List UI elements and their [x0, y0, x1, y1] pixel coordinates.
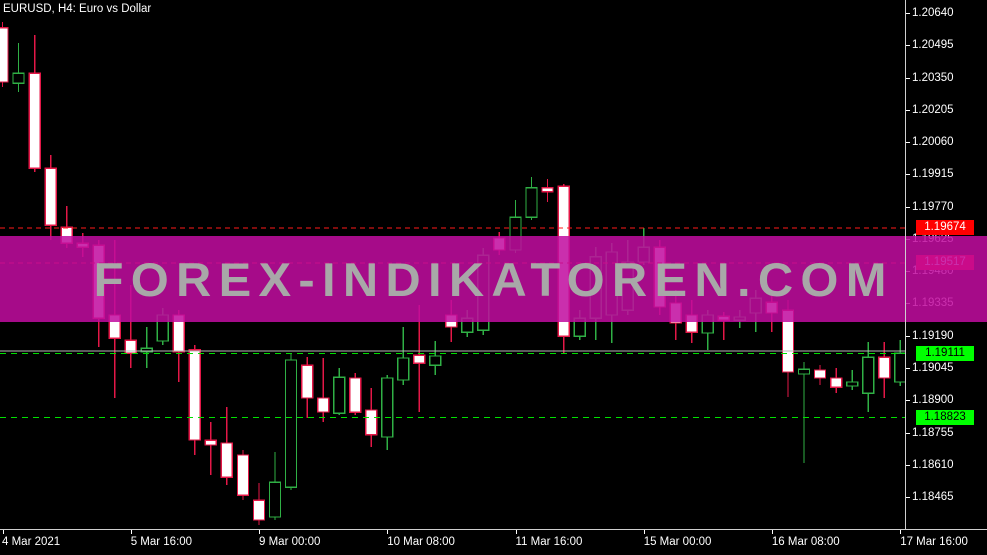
candle	[220, 407, 234, 485]
price-axis-label: 1.19915	[912, 168, 954, 181]
candle	[381, 375, 394, 451]
time-axis-label: 4 Mar 2021	[2, 536, 61, 548]
candle	[188, 345, 202, 455]
time-axis-label: 10 Mar 08:00	[387, 536, 455, 548]
price-axis-label: 1.20495	[912, 39, 954, 52]
candle	[413, 305, 426, 412]
candle	[268, 452, 282, 520]
time-tick	[900, 530, 902, 534]
watermark-banner: FOREX-INDIKATOREN.COM	[0, 236, 987, 322]
time-tick	[2, 530, 4, 534]
candle	[28, 35, 41, 173]
price-tick	[905, 45, 910, 47]
time-tick	[771, 530, 773, 534]
price-tick	[905, 174, 910, 176]
watermark-text: FOREX-INDIKATOREN.COM	[93, 252, 894, 306]
time-tick	[515, 530, 517, 534]
price-axis-label: 1.19045	[912, 361, 954, 374]
time-axis[interactable]: 4 Mar 2021 5 Mar 16:00 9 Mar 00:00 10 Mar 0…	[0, 529, 987, 555]
indicator-lines-canvas	[0, 227, 905, 418]
price-axis-label: 1.18610	[912, 458, 954, 471]
price-axis-label: 1.19770	[912, 200, 954, 213]
candle	[365, 388, 378, 447]
candle	[397, 327, 410, 386]
time-axis-label: 17 Mar 16:00	[900, 536, 968, 548]
candle	[429, 341, 442, 376]
time-tick	[387, 530, 389, 534]
price-axis-label: 1.20205	[912, 103, 954, 116]
time-tick	[259, 530, 260, 534]
price-tick	[905, 432, 910, 434]
symbol-title: EURUSD, H4: Euro vs Dollar	[3, 3, 152, 15]
price-axis-label: 1.18755	[912, 426, 954, 439]
candle	[525, 177, 538, 220]
price-tick	[905, 142, 910, 144]
chart-overlay-layer: 1.19674 1.19111 1.18823	[0, 220, 974, 425]
candle	[829, 368, 843, 394]
price-tick	[905, 109, 910, 111]
time-tick	[643, 530, 645, 534]
price-tick	[905, 464, 910, 466]
price-axis-label: 1.18900	[912, 394, 954, 407]
time-axis-label: 15 Mar 00:00	[643, 536, 712, 548]
time-axis-label: 9 Mar 00:00	[259, 536, 321, 548]
price-tick	[905, 77, 910, 79]
price-axis-border	[905, 0, 906, 529]
candle	[300, 357, 314, 418]
candle	[316, 358, 330, 423]
resistance-price-label: 1.19674	[916, 220, 974, 236]
candle	[140, 327, 154, 368]
candle	[236, 450, 250, 501]
time-tick	[130, 530, 132, 534]
price-axis-label: 1.20060	[912, 136, 954, 149]
candle	[797, 362, 811, 463]
support-price-label: 1.19111	[916, 345, 974, 361]
price-tick	[905, 13, 910, 14]
candle	[44, 155, 57, 240]
candle	[204, 422, 218, 475]
time-axis-label: 5 Mar 16:00	[130, 536, 193, 548]
candle	[894, 340, 905, 386]
price-tick	[905, 400, 910, 402]
candle	[813, 365, 827, 386]
price-axis-label: 1.20350	[912, 71, 954, 84]
price-tick	[905, 335, 910, 337]
price-axis-label: 1.20640	[912, 7, 954, 19]
candle	[0, 21, 9, 88]
price-tick	[905, 206, 910, 208]
price-tick	[905, 497, 910, 499]
candle	[12, 43, 25, 92]
support-price-label: 1.18823	[916, 409, 974, 425]
candle	[284, 353, 298, 491]
price-axis-label: 1.18465	[912, 491, 954, 504]
price-axis-label: 1.19190	[912, 329, 954, 342]
time-axis-border	[0, 529, 987, 530]
price-tick	[905, 367, 910, 369]
candle	[252, 483, 266, 526]
candle	[541, 179, 554, 202]
candle	[332, 368, 346, 416]
time-axis-label: 11 Mar 16:00	[515, 536, 583, 548]
candle	[349, 373, 362, 416]
candle	[861, 342, 875, 412]
time-axis-label: 16 Mar 08:00	[771, 536, 840, 548]
candle	[845, 370, 859, 390]
